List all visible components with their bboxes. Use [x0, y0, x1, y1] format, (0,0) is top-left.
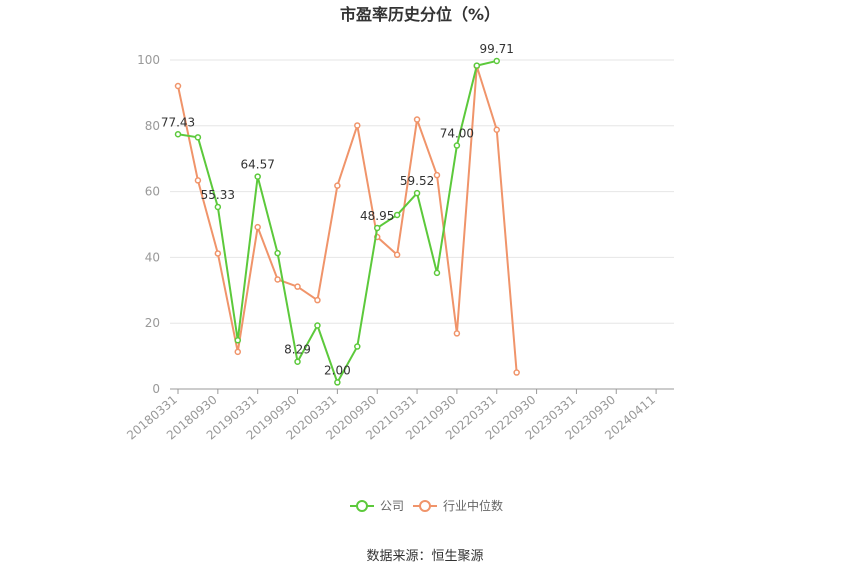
series-point-1[interactable] [393, 251, 401, 259]
series-point-1[interactable] [354, 122, 361, 129]
data-label: 48.95 [360, 209, 394, 223]
series-point-0[interactable] [254, 173, 261, 180]
series-point-0[interactable] [473, 62, 481, 69]
legend-swatch-marker [356, 500, 368, 512]
series-point-1[interactable] [294, 283, 301, 290]
series-point-0[interactable] [413, 189, 421, 197]
y-tick-label: 60 [145, 185, 160, 199]
series-point-1[interactable] [493, 126, 500, 133]
data-label: 8.29 [284, 343, 311, 357]
series-line-1 [177, 65, 518, 373]
series-point-1[interactable] [453, 330, 461, 337]
legend-item-1[interactable]: 行业中位数 [413, 498, 503, 513]
series-point-0[interactable] [433, 269, 441, 277]
y-tick-label: 0 [152, 382, 160, 396]
legend-label: 公司 [380, 499, 404, 513]
y-tick-label: 100 [137, 53, 160, 67]
series-point-1[interactable] [334, 182, 341, 189]
series-point-0[interactable] [194, 134, 202, 141]
series-point-1[interactable] [254, 223, 261, 231]
data-label: 59.52 [400, 174, 434, 188]
legend[interactable]: 公司 行业中位数 [350, 498, 503, 513]
series-point-0[interactable] [294, 358, 301, 365]
y-tick-label: 20 [145, 316, 160, 330]
series-point-0[interactable] [354, 343, 361, 350]
series-point-0[interactable] [453, 142, 461, 149]
data-label: 77.43 [161, 115, 195, 129]
series-point-0[interactable] [314, 322, 321, 329]
series-point-1[interactable] [413, 116, 421, 123]
series-point-1[interactable] [433, 171, 441, 179]
y-tick-label: 40 [145, 250, 160, 264]
series-line-0 [177, 59, 497, 384]
data-label: 64.57 [241, 158, 275, 172]
series-point-1[interactable] [234, 348, 242, 356]
x-axis: 2018033120180930201903312019093020200331… [124, 388, 674, 443]
data-label: 2.00 [324, 363, 351, 377]
series-point-0[interactable] [334, 379, 341, 386]
series-point-1[interactable] [214, 250, 222, 257]
series-point-1[interactable] [513, 369, 520, 376]
data-label: 74.00 [440, 127, 474, 141]
data-label: 99.71 [480, 42, 514, 56]
legend-label: 行业中位数 [443, 498, 503, 513]
series-point-0[interactable] [274, 249, 281, 257]
series-point-1[interactable] [274, 276, 281, 283]
data-source: 数据来源：恒生聚源 [366, 549, 483, 564]
series-point-0[interactable] [493, 57, 500, 65]
series-point-0[interactable] [234, 337, 242, 344]
data-labels: 77.43 55.33 64.57 8.29 2.00 48.95 59.52 74.00 99… [161, 42, 514, 377]
series-point-1[interactable] [314, 296, 321, 304]
series-point-0[interactable] [393, 211, 401, 219]
y-tick-label: 80 [145, 119, 160, 133]
series-point-0[interactable] [373, 224, 381, 232]
grid-lines: 0 20 40 60 80 100 [137, 53, 674, 396]
series-point-1[interactable] [174, 82, 182, 90]
series-layer [174, 57, 520, 386]
legend-swatch-marker [419, 500, 431, 512]
series-point-0[interactable] [214, 203, 222, 211]
legend-item-0[interactable]: 公司 [350, 499, 404, 513]
series-point-0[interactable] [174, 131, 182, 138]
series-point-1[interactable] [194, 177, 202, 184]
data-label: 55.33 [201, 188, 235, 202]
chart-title: 市盈率历史分位（%） [340, 5, 500, 24]
